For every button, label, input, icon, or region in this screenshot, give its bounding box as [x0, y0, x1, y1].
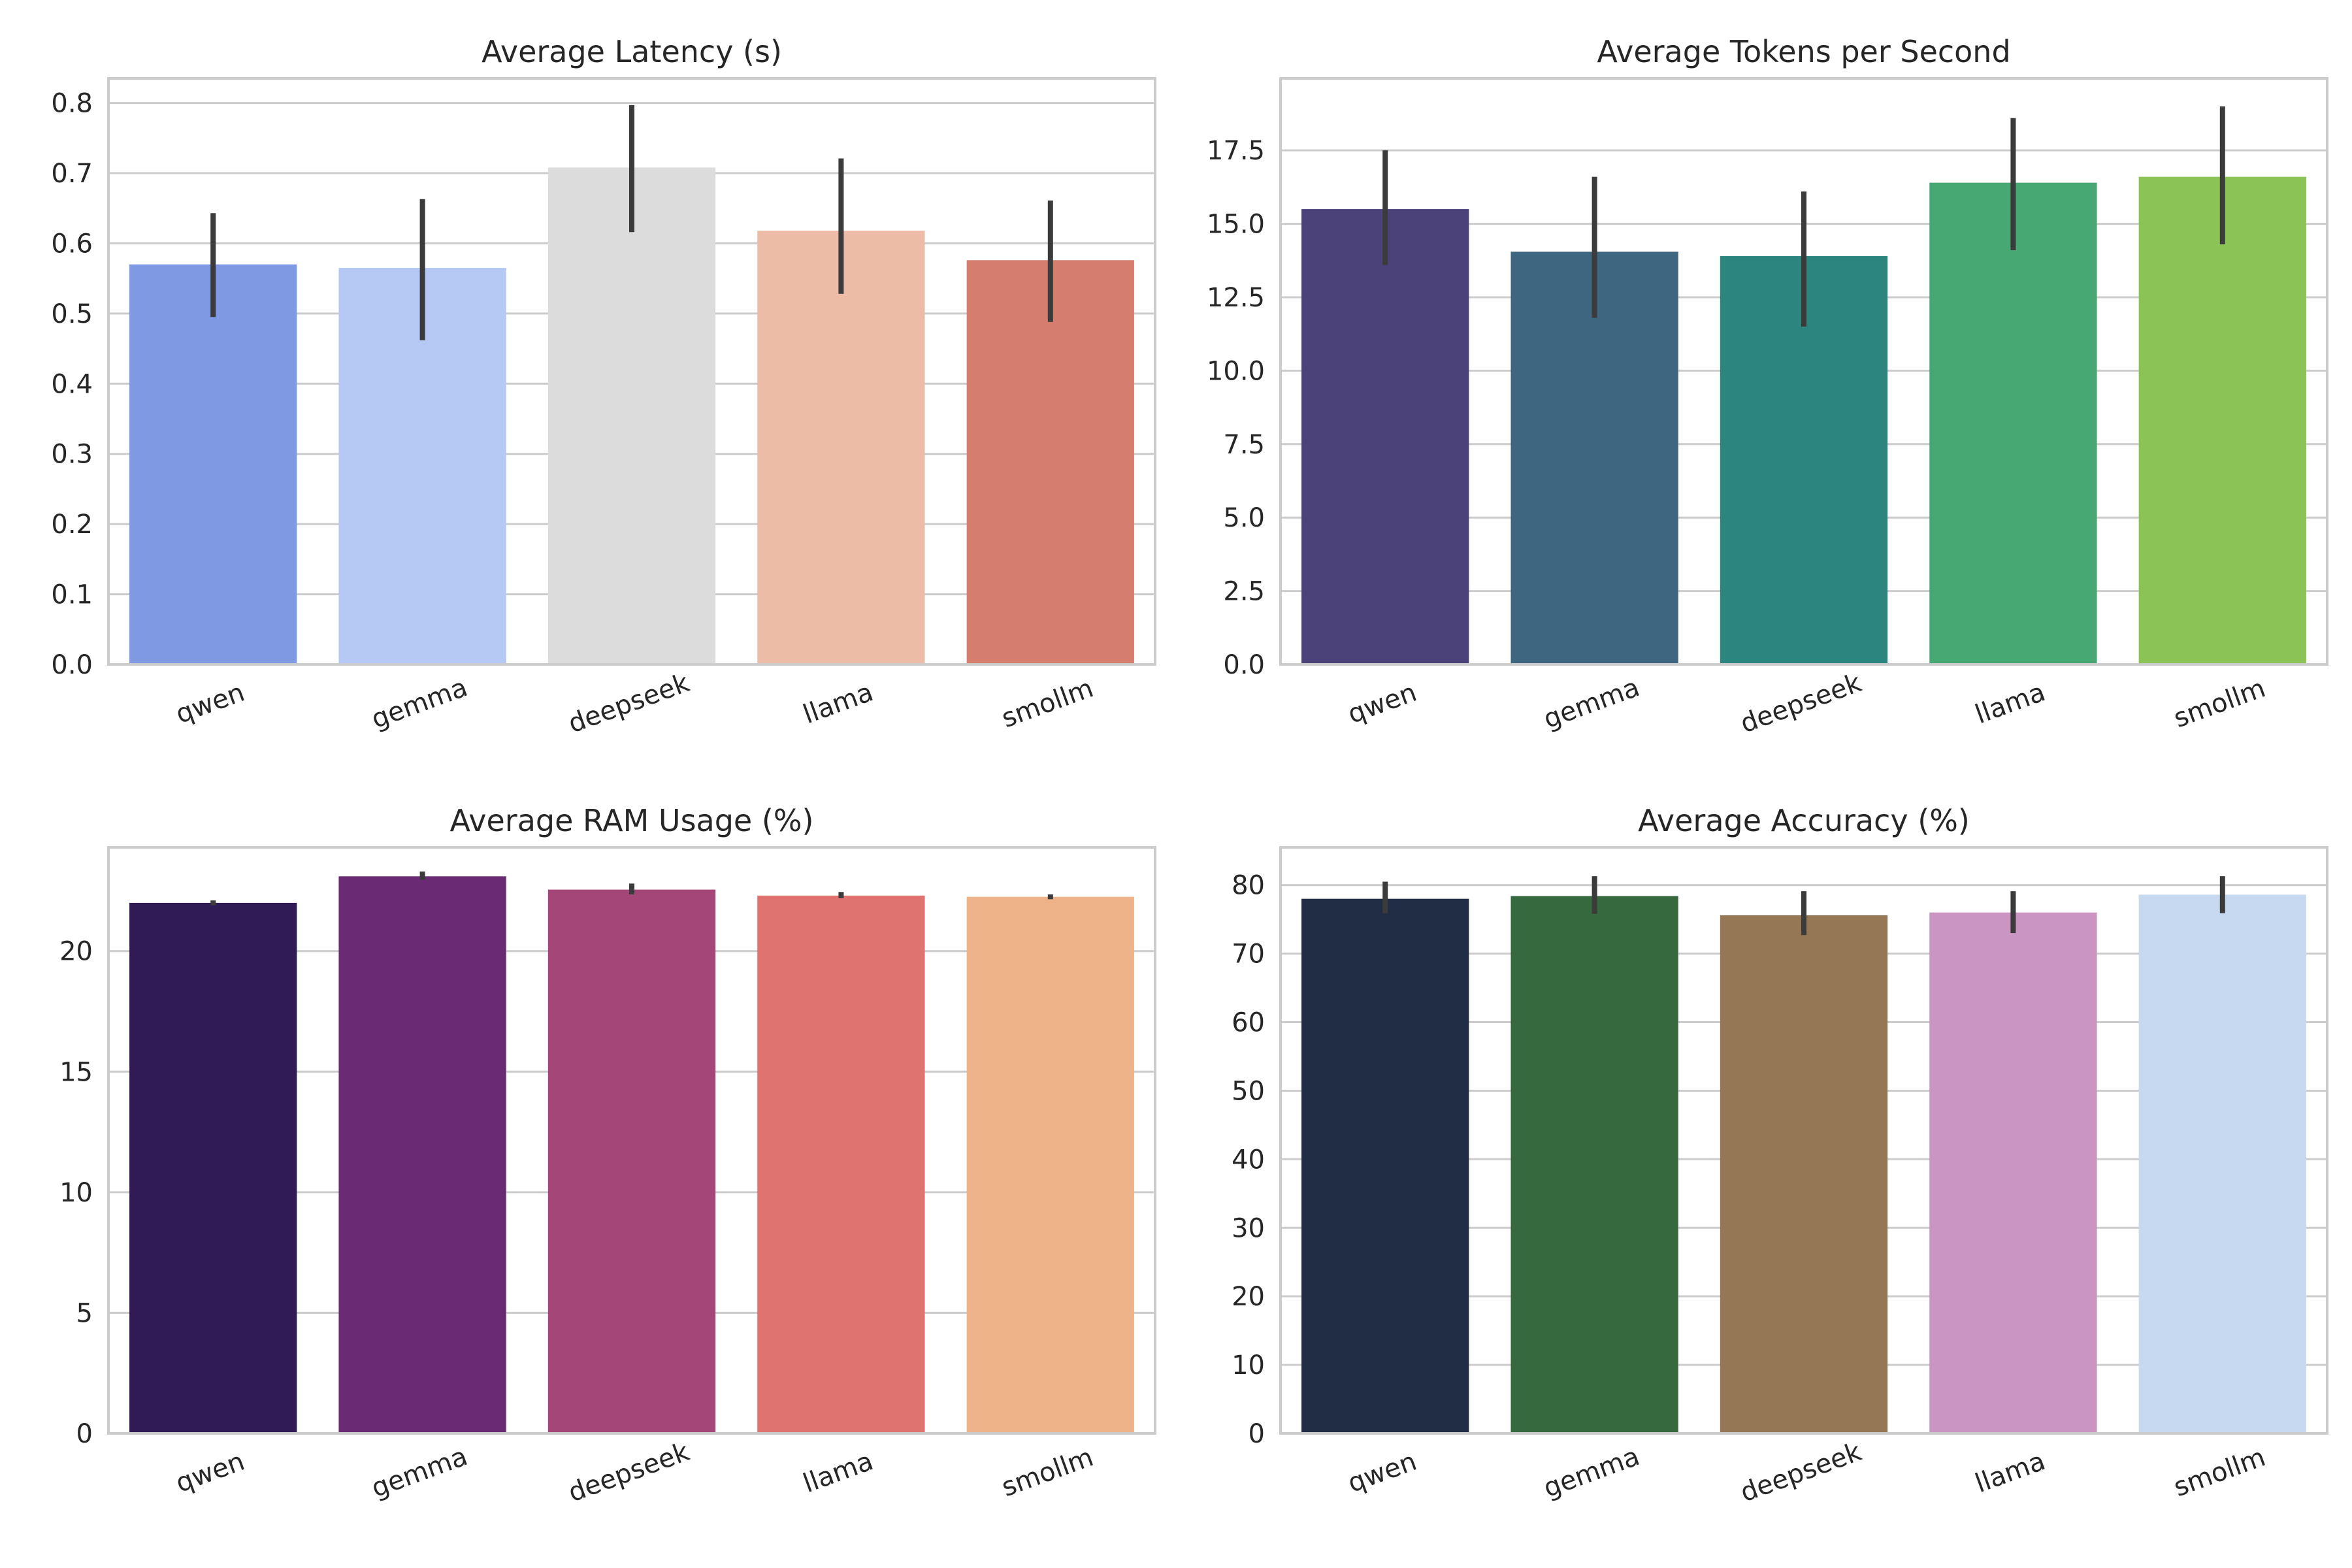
y-tick-label: 60	[1232, 1008, 1265, 1038]
bar-deepseek	[547, 167, 716, 664]
y-tick-label: 0.0	[51, 650, 93, 680]
x-tick-label: smollm	[998, 1442, 1097, 1503]
bar-deepseek	[1720, 915, 1888, 1433]
chart-title: Average RAM Usage (%)	[450, 803, 814, 838]
x-tick-label: gemma	[368, 672, 472, 734]
y-tick-label: 0.1	[51, 580, 93, 610]
y-tick-label: 0	[76, 1419, 93, 1449]
x-tick-label: smollm	[2170, 1442, 2269, 1503]
bar-gemma	[1511, 252, 1678, 664]
chart-panel-tokens: Average Tokens per Second 0.0 2.5 5.0 7.5 10…	[1207, 34, 2328, 740]
y-tick-label: 15.0	[1207, 210, 1265, 240]
y-tick-label: 50	[1232, 1076, 1265, 1106]
bar-smollm	[2138, 176, 2306, 665]
x-tick-label: llama	[1971, 677, 2049, 730]
y-tick-label: 0.2	[51, 510, 93, 540]
y-tick-label: 10	[1232, 1350, 1265, 1380]
x-tick-label: deepseek	[564, 668, 694, 740]
bar-qwen	[1301, 209, 1469, 664]
y-tick-label: 0.4	[51, 369, 93, 399]
y-tick-label: 17.5	[1207, 136, 1265, 166]
x-tick-label: qwen	[1344, 678, 1420, 730]
x-tick-label: smollm	[998, 673, 1097, 734]
axes-frame	[107, 846, 1156, 1435]
x-tick-label: gemma	[1540, 672, 1644, 734]
bar-smollm	[966, 260, 1134, 664]
y-tick-label: 20	[1232, 1282, 1265, 1312]
y-tick-label: 7.5	[1223, 430, 1265, 460]
y-tick-label: 20	[59, 937, 93, 967]
bar-smollm	[2138, 894, 2306, 1433]
chart-title: Average Latency (s)	[482, 34, 782, 69]
bar-smollm	[966, 896, 1134, 1433]
y-tick-label: 5	[76, 1298, 93, 1328]
bar-qwen	[129, 902, 297, 1433]
y-tick-label: 30	[1232, 1213, 1265, 1243]
chart-title: Average Accuracy (%)	[1638, 803, 1970, 838]
y-tick-label: 5.0	[1223, 503, 1265, 533]
axes-frame	[1279, 846, 2328, 1435]
y-tick-label: 10	[59, 1178, 93, 1208]
bar-gemma	[1511, 896, 1678, 1433]
bar-llama	[757, 231, 925, 665]
x-tick-label: deepseek	[1737, 668, 1866, 740]
bar-llama	[1929, 912, 2097, 1433]
x-tick-label: gemma	[1540, 1441, 1644, 1503]
bar-deepseek	[547, 889, 716, 1433]
y-tick-label: 0	[1249, 1419, 1265, 1449]
chart-panel-ram: Average RAM Usage (%) 0 5 10 15 20 qwen gemma d…	[59, 803, 1156, 1509]
y-tick-label: 12.5	[1207, 283, 1265, 313]
bar-llama	[1929, 182, 2097, 664]
bar-qwen	[1301, 898, 1469, 1433]
x-tick-label: deepseek	[1737, 1437, 1866, 1509]
y-tick-label: 40	[1232, 1145, 1265, 1175]
chart-title: Average Tokens per Second	[1597, 34, 2010, 69]
y-tick-label: 0.6	[51, 229, 93, 259]
axes-frame	[1279, 77, 2328, 666]
x-tick-label: gemma	[368, 1441, 472, 1503]
bar-gemma	[338, 876, 506, 1433]
y-tick-label: 15	[59, 1057, 93, 1087]
y-tick-label: 0.0	[1223, 650, 1265, 680]
x-tick-label: qwen	[172, 678, 248, 730]
y-tick-label: 70	[1232, 939, 1265, 970]
x-tick-label: qwen	[1344, 1446, 1420, 1499]
y-tick-label: 10.0	[1207, 356, 1265, 386]
y-tick-label: 0.3	[51, 440, 93, 470]
y-tick-label: 0.8	[51, 89, 93, 119]
chart-panel-accuracy: Average Accuracy (%) 0 10 20 30 40 50 60 70 80 qw…	[1232, 803, 2328, 1509]
y-tick-label: 0.7	[51, 159, 93, 189]
bar-qwen	[129, 264, 297, 664]
bar-llama	[757, 895, 925, 1433]
x-tick-label: deepseek	[564, 1437, 694, 1509]
y-tick-label: 80	[1232, 871, 1265, 901]
x-tick-label: qwen	[172, 1446, 248, 1499]
axes-frame	[107, 77, 1156, 666]
x-tick-label: llama	[1971, 1446, 2049, 1499]
x-tick-label: llama	[799, 1446, 877, 1499]
y-tick-label: 0.5	[51, 299, 93, 329]
x-tick-label: llama	[799, 677, 877, 730]
x-tick-label: smollm	[2170, 673, 2269, 734]
chart-panel-latency: Average Latency (s) 0.0 0.1 0.2 0.3 0.4 0.5 0.…	[51, 34, 1156, 740]
y-tick-label: 2.5	[1223, 577, 1265, 607]
